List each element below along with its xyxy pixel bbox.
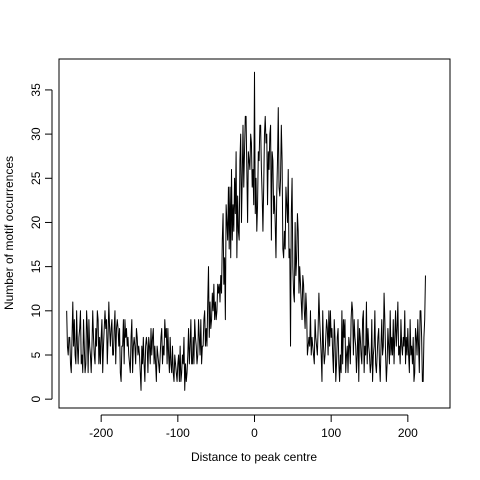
- y-tick-label: 5: [29, 351, 43, 358]
- x-tick-label: 0: [251, 426, 258, 440]
- plot-box: [58, 58, 451, 409]
- y-tick-label: 30: [29, 127, 43, 141]
- y-axis-ticks: 0 5 10 15 20 25 30 35: [29, 83, 52, 403]
- y-tick-label: 25: [29, 171, 43, 185]
- y-tick-label: 10: [29, 304, 43, 318]
- y-tick-label: 15: [29, 260, 43, 274]
- x-tick-label: 200: [398, 426, 418, 440]
- y-tick-label: 20: [29, 215, 43, 229]
- x-axis-ticks: -200 -100 0 100 200: [89, 415, 418, 440]
- y-tick-label: 35: [29, 83, 43, 97]
- y-axis-label: Number of motif occurrences: [2, 156, 16, 310]
- x-tick-label: 100: [321, 426, 341, 440]
- series-line: [66, 71, 426, 391]
- x-axis-label: Distance to peak centre: [191, 450, 317, 464]
- x-tick-label: -200: [89, 426, 113, 440]
- y-tick-label: 0: [29, 396, 43, 403]
- x-tick-label: -100: [166, 426, 190, 440]
